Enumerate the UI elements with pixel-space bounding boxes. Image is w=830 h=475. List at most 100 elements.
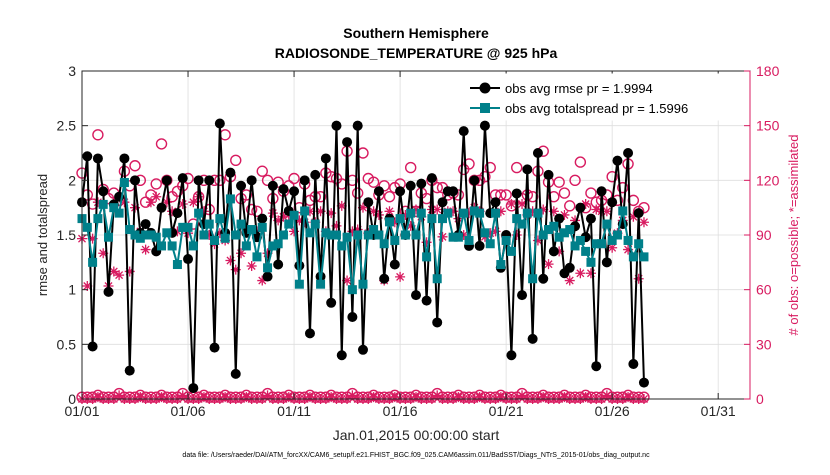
totalspread-marker (448, 232, 458, 242)
totalspread-marker (581, 246, 591, 256)
totalspread-marker (554, 232, 564, 242)
rmse-marker (183, 254, 194, 265)
rmse-marker (225, 167, 236, 178)
rmse-marker (506, 350, 517, 361)
rmse-marker (426, 173, 437, 184)
totalspread-marker (273, 239, 283, 249)
obs-assimilated-marker (98, 248, 109, 259)
totalspread-marker (379, 239, 389, 249)
legend-rmse-marker (479, 82, 491, 94)
obs-assimilated-marker (262, 248, 273, 259)
totalspread-marker (422, 252, 432, 262)
rmse-marker (124, 365, 135, 376)
obs-assimilated-marker (198, 206, 209, 217)
rmse-marker (623, 148, 634, 158)
rmse-marker (564, 262, 575, 273)
totalspread-marker (167, 241, 177, 251)
obs-assimilated-marker (591, 204, 602, 215)
totalspread-marker (512, 214, 522, 224)
totalspread-marker (544, 225, 554, 235)
obs-assimilated-marker (304, 392, 315, 403)
rmse-marker (289, 186, 300, 197)
totalspread-marker (210, 235, 220, 245)
obs-possible-marker (129, 160, 141, 172)
obs-possible-marker (617, 181, 629, 194)
totalspread-marker (98, 199, 108, 209)
obs-assimilated-marker (437, 231, 448, 242)
rmse-marker (416, 178, 427, 189)
obs-possible-marker (214, 174, 226, 187)
obs-assimilated-marker (511, 230, 522, 240)
obs-assimilated-marker (411, 204, 421, 215)
rmse-marker (246, 175, 257, 186)
rmse-marker (538, 273, 549, 284)
legend: obs avg rmse pr = 1.9994 obs avg totalsp… (461, 73, 748, 121)
totalspread-marker (88, 257, 98, 267)
rmse-marker (432, 317, 443, 328)
rmse-marker (214, 118, 225, 129)
rmse-marker (363, 197, 374, 208)
obs-assimilated-marker (564, 275, 575, 286)
obs-assimilated-marker (172, 226, 183, 237)
totalspread-marker (141, 230, 151, 240)
obs-assimilated-marker (532, 235, 543, 246)
obs-assimilated-marker (273, 215, 284, 226)
totalspread-marker (475, 208, 485, 218)
rmse-marker (596, 186, 607, 197)
totalspread-marker (517, 219, 527, 229)
obs-possible-marker (245, 203, 258, 216)
obs-assimilated-marker (278, 211, 289, 222)
totalspread-marker (522, 208, 532, 218)
obs-assimilated-marker (214, 228, 225, 239)
obs-assimilated-marker (373, 209, 384, 220)
obs-possible-marker (511, 161, 523, 174)
obs-assimilated-marker (347, 226, 358, 237)
rmse-marker (612, 155, 623, 166)
obs-assimilated-marker (167, 206, 178, 217)
totalspread-marker (347, 285, 357, 295)
totalspread-marker (443, 208, 453, 218)
obs-assimilated-marker (453, 392, 464, 403)
totalspread-marker (464, 235, 474, 245)
obs-assimilated-marker (389, 217, 400, 228)
obs-assimilated-marker (342, 275, 353, 286)
obs-assimilated-marker (124, 266, 135, 277)
rmse-marker (517, 290, 528, 301)
obs-assimilated-marker (82, 281, 93, 292)
totalspread-marker (104, 232, 114, 242)
totalspread-marker (427, 214, 437, 224)
obs-assimilated-marker (108, 266, 119, 277)
totalspread-marker (411, 230, 421, 240)
obs-assimilated-marker (357, 202, 368, 213)
rmse-marker (554, 213, 565, 224)
totalspread-marker (358, 279, 368, 289)
obs-assimilated-marker (145, 197, 156, 208)
obs-possible-marker (569, 174, 581, 187)
y-tick-label-right: 30 (756, 336, 772, 352)
totalspread-marker (151, 232, 161, 242)
obs-assimilated-marker (628, 211, 639, 222)
totalspread-marker (146, 230, 156, 240)
y-tick-label-right: 0 (756, 391, 764, 407)
totalspread-marker (469, 206, 479, 216)
totalspread-marker (353, 230, 363, 240)
rmse-marker (532, 148, 543, 158)
obs-assimilated-marker (623, 244, 634, 255)
totalspread-marker (602, 219, 612, 229)
obs-possible-marker (564, 200, 576, 212)
y-tick-label-left: 0 (68, 391, 76, 407)
totalspread-marker (337, 241, 347, 251)
rmse-marker (177, 173, 188, 184)
obs-assimilated-marker (506, 199, 517, 210)
obs-assimilated-marker (177, 390, 188, 401)
totalspread-marker (109, 203, 119, 213)
obs-assimilated-marker (135, 392, 146, 403)
rmse-marker (140, 219, 151, 230)
totalspread-marker (438, 214, 448, 224)
rmse-marker (490, 197, 501, 208)
axis-layer: 01/01 01/06 01/11 01/16 01/21 01/26 01/31 0 0.5 1… (57, 63, 780, 419)
totalspread-marker (639, 252, 649, 262)
rmse-marker (204, 175, 215, 186)
totalspread-marker (597, 239, 607, 249)
rmse-marker (357, 344, 368, 355)
